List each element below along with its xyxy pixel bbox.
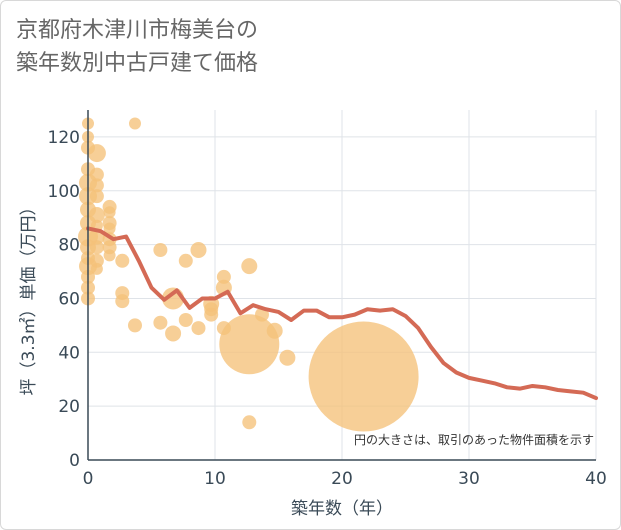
x-tick-label: 20 <box>331 469 353 489</box>
y-tick-label: 0 <box>69 451 80 471</box>
x-tick-label: 10 <box>204 469 226 489</box>
bubble-point <box>266 322 283 339</box>
bubble-point <box>87 144 106 163</box>
x-tick-label: 30 <box>458 469 480 489</box>
bubble-point <box>216 269 231 284</box>
title-line-1: 京都府木津川市梅美台の <box>16 18 259 43</box>
x-axis-label: 築年数（年） <box>291 499 393 519</box>
bubble-size-note: 円の大きさは、取引のあった物件面積を示す <box>354 432 594 447</box>
bubble-point <box>153 243 168 257</box>
bubble-point <box>127 318 142 333</box>
bubble-point <box>88 207 105 223</box>
bubble-point <box>89 167 104 182</box>
bubble-point <box>241 258 258 275</box>
bubble-point <box>103 249 116 262</box>
bubble-point <box>89 189 104 204</box>
y-tick-label: 20 <box>58 397 80 417</box>
x-tick-label: 40 <box>585 469 607 489</box>
y-tick-label: 120 <box>48 128 80 148</box>
axes: 0 20 40 60 80 100 120 0 10 20 30 40 <box>48 110 607 489</box>
chart-title: 京都府木津川市梅美台の 築年数別中古戸建て価格 <box>16 14 258 80</box>
bubble-point <box>90 262 103 275</box>
x-tick-label: 0 <box>83 469 94 489</box>
y-tick-label: 100 <box>48 182 80 202</box>
average-price-line <box>86 226 598 401</box>
bubble-point <box>219 314 280 375</box>
bubble-point <box>115 294 130 309</box>
bubble-point <box>308 321 419 432</box>
trend-line-series <box>86 226 598 401</box>
y-axis-label: 坪（3.3㎡）単価（万円） <box>19 198 39 395</box>
bubble-point <box>128 117 141 130</box>
bubble-point <box>153 315 168 330</box>
y-tick-label: 40 <box>58 343 80 363</box>
bubble-point <box>191 321 206 336</box>
bubble-point <box>279 349 296 366</box>
y-tick-label: 80 <box>58 236 80 256</box>
y-tick-label: 60 <box>58 289 80 309</box>
bubble-series <box>78 117 419 432</box>
bubble-point <box>103 222 116 235</box>
bubble-point <box>89 240 104 255</box>
bubble-point <box>190 242 207 258</box>
bubble-point <box>89 178 104 193</box>
bubble-point <box>204 307 219 322</box>
bubble-point <box>178 253 193 268</box>
bubble-point <box>178 313 193 327</box>
bubble-point <box>115 253 130 268</box>
bubble-point <box>165 325 182 342</box>
bubble-point <box>242 415 257 430</box>
bubble-point <box>103 206 116 219</box>
title-line-2: 築年数別中古戸建て価格 <box>16 51 259 76</box>
